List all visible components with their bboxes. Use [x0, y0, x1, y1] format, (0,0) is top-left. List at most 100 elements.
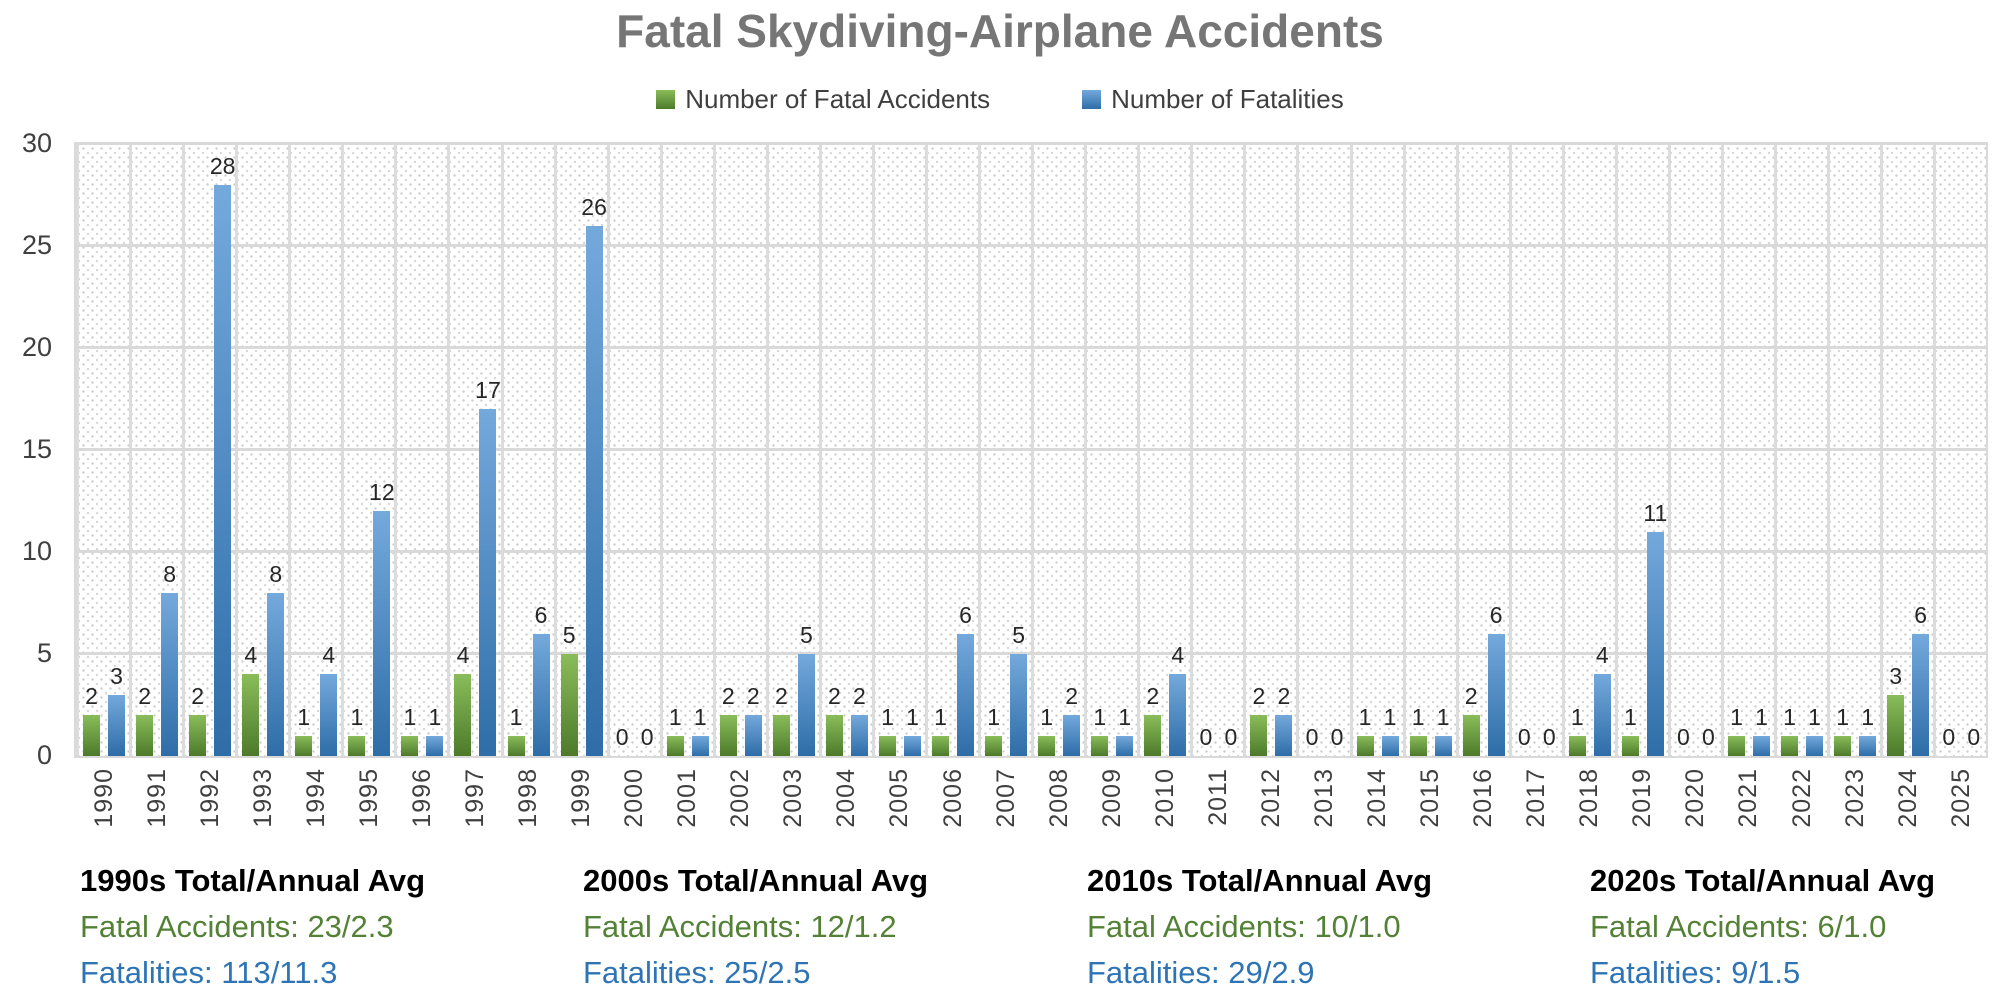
fatalities-slot-2022: 1: [1806, 144, 1824, 756]
x-label-wrap-2020: 2020: [1671, 756, 1721, 828]
accidents-value-1992: 2: [191, 683, 205, 710]
y-tick-label-30: 30: [21, 128, 52, 158]
x-axis-label-2010: 2010: [1150, 768, 1179, 828]
x-axis-label-2019: 2019: [1628, 768, 1657, 828]
year-cell-1997: 4 17 1997: [447, 144, 501, 828]
accidents-bar-1997: [454, 674, 472, 756]
x-axis-label-1995: 1995: [354, 768, 383, 828]
fatalities-value-2015: 1: [1436, 703, 1450, 730]
fatalities-bar-2014: [1381, 735, 1399, 756]
fatalities-bar-1990: [108, 694, 126, 756]
year-cell-2001: 1 1 2001: [659, 144, 713, 828]
fatalities-bar-1996: [426, 735, 444, 756]
x-axis-label-2021: 2021: [1734, 768, 1763, 828]
accidents-value-1991: 2: [138, 683, 151, 710]
x-axis-label-2018: 2018: [1575, 768, 1604, 828]
fatalities-value-2013: 0: [1330, 724, 1344, 750]
accidents-slot-2007: 1: [985, 144, 1003, 756]
fatalities-legend-label: Number of Fatalities: [1111, 84, 1344, 114]
x-axis-label-2006: 2006: [938, 768, 967, 828]
x-label-wrap-2008: 2008: [1034, 756, 1084, 828]
fatalities-bar-2008: [1063, 715, 1081, 756]
fatalities-slot-2018: 4: [1593, 144, 1611, 756]
summary-2020s: 2020s Total/Annual Avg Fatal Accidents: …: [1590, 858, 2000, 996]
year-cell-2010: 2 4 2010: [1137, 144, 1191, 828]
x-label-wrap-1995: 1995: [344, 756, 394, 828]
accidents-slot-2019: 1: [1621, 144, 1639, 756]
accidents-value-2003: 2: [774, 683, 788, 710]
summary-accidents: Fatal Accidents: 23/2.3: [80, 909, 394, 944]
fatalities-value-1998: 6: [534, 601, 548, 628]
summary-heading: 2010s Total/Annual Avg: [1087, 863, 1433, 898]
fatalities-value-2001: 1: [693, 703, 707, 730]
fatalities-slot-2003: 5: [797, 144, 815, 756]
accidents-value-1998: 1: [509, 703, 523, 730]
accidents-slot-2023: 1: [1834, 144, 1852, 756]
fatalities-bar-2005: [903, 735, 921, 756]
summary-heading: 2000s Total/Annual Avg: [583, 863, 929, 898]
x-axis-label-2022: 2022: [1787, 768, 1816, 828]
fatalities-value-1994: 4: [322, 642, 336, 669]
accidents-value-2017: 0: [1517, 724, 1531, 750]
fatalities-slot-2008: 2: [1063, 144, 1081, 756]
x-axis-label-1998: 1998: [514, 768, 543, 828]
fatalities-value-2009: 1: [1118, 703, 1132, 730]
year-cell-2007: 1 5 2007: [978, 144, 1032, 828]
year-cell-1992: 2 28 1992: [182, 144, 235, 828]
summary-fatalities: Fatalities: 9/1.5: [1590, 955, 1801, 990]
accidents-value-2023: 1: [1836, 703, 1849, 730]
accidents-bar-1990: [83, 715, 101, 756]
accidents-bar-2014: [1356, 735, 1374, 756]
x-label-wrap-2018: 2018: [1565, 756, 1615, 828]
x-label-wrap-2000: 2000: [610, 756, 660, 828]
x-label-wrap-2013: 2013: [1299, 756, 1349, 828]
accidents-slot-2022: 1: [1781, 144, 1799, 756]
year-cell-2004: 2 2 2004: [818, 144, 872, 828]
accidents-slot-1991: 2: [136, 144, 154, 756]
accidents-slot-2012: 2: [1250, 144, 1268, 756]
year-cell-1999: 5 26 1999: [553, 144, 607, 828]
accidents-bar-2024: [1887, 694, 1905, 756]
y-tick-label-5: 5: [36, 638, 52, 668]
x-label-wrap-2022: 2022: [1777, 756, 1827, 828]
accidents-bar-2002: [719, 715, 737, 756]
fatalities-slot-2015: 1: [1434, 144, 1452, 756]
accidents-bar-2010: [1144, 715, 1162, 756]
accidents-slot-2016: 2: [1462, 144, 1480, 756]
year-cell-1995: 1 12 1995: [341, 144, 395, 828]
x-label-wrap-2009: 2009: [1087, 756, 1137, 828]
chart-legend: Number of Fatal Accidents Number of Fata…: [0, 84, 2000, 115]
fatalities-value-2016: 6: [1489, 601, 1503, 628]
legend-item-fatalities: Number of Fatalities: [1082, 84, 1344, 115]
x-axis-label-2012: 2012: [1256, 768, 1285, 828]
accidents-bar-1992: [189, 715, 207, 756]
x-label-wrap-2016: 2016: [1459, 756, 1509, 828]
y-tick-label-15: 15: [21, 434, 52, 464]
fatalities-value-2023: 1: [1861, 703, 1874, 730]
fatalities-slot-1994: 4: [320, 144, 338, 756]
accidents-value-1996: 1: [403, 703, 417, 730]
fatalities-value-2004: 2: [853, 683, 866, 710]
fatalities-bar-1997: [479, 409, 497, 756]
x-label-wrap-2006: 2006: [928, 756, 978, 828]
accidents-slot-2017: 0: [1516, 144, 1533, 756]
accidents-bar-1995: [348, 735, 366, 756]
summary-2000s: 2000s Total/Annual Avg Fatal Accidents: …: [583, 858, 1063, 996]
accidents-legend-swatch-icon: [656, 90, 676, 109]
x-axis-label-2023: 2023: [1840, 768, 1869, 828]
fatalities-bar-2003: [797, 654, 815, 756]
bar-group-1995: 1 12: [344, 144, 395, 756]
fatalities-slot-2009: 1: [1116, 144, 1134, 756]
bar-group-1999: 5 26: [557, 144, 607, 756]
fatalities-slot-2002: 2: [744, 144, 762, 756]
fatalities-value-2024: 6: [1914, 601, 1928, 628]
accidents-bar-2001: [666, 735, 684, 756]
x-axis-label-2007: 2007: [991, 768, 1020, 828]
